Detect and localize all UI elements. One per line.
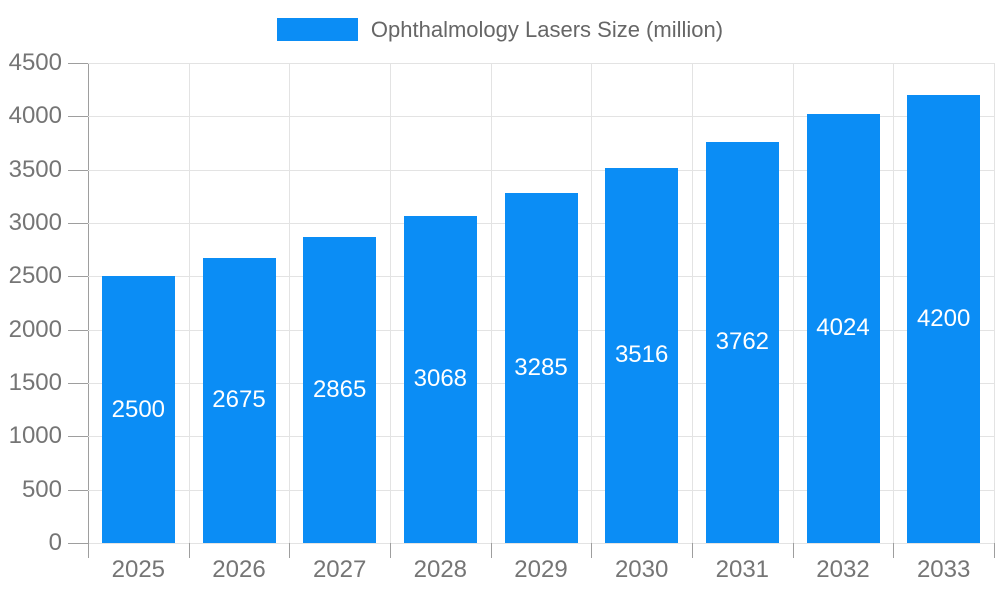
y-tick-mark — [68, 223, 88, 224]
bar-value-label: 3068 — [413, 365, 468, 393]
y-axis-label: 4500 — [8, 49, 62, 76]
y-axis-label: 0 — [48, 529, 62, 556]
bar[interactable]: 2500 — [101, 276, 175, 543]
y-gridline — [88, 543, 994, 544]
y-axis-label: 3500 — [8, 155, 62, 183]
y-tick-mark — [68, 169, 88, 171]
x-gridline — [490, 63, 492, 543]
bar[interactable]: 3068 — [403, 215, 477, 543]
bar-value-label: 2500 — [111, 395, 166, 423]
x-tick-mark — [188, 543, 190, 558]
y-tick-mark — [68, 436, 88, 438]
x-axis-label: 2025 — [111, 556, 166, 583]
bar[interactable]: 2675 — [202, 257, 276, 543]
y-axis-line — [88, 63, 89, 558]
bar-value-label: 3285 — [514, 353, 568, 381]
legend[interactable]: Ophthalmology Lasers Size (million) — [0, 18, 1000, 41]
x-tick-mark — [994, 543, 995, 558]
x-axis-label: 2033 — [916, 556, 971, 583]
x-gridline — [591, 63, 593, 543]
x-tick-mark — [289, 543, 291, 558]
bar[interactable]: 3762 — [705, 141, 779, 543]
bar-value-label: 3516 — [614, 341, 669, 369]
bar[interactable]: 3516 — [605, 167, 679, 543]
x-gridline — [994, 63, 995, 543]
y-axis-label: 1500 — [8, 369, 62, 396]
bar-value-label: 4200 — [916, 305, 971, 332]
y-axis-label: 2000 — [8, 315, 62, 343]
legend-swatch — [276, 18, 358, 41]
bar[interactable]: 4200 — [907, 95, 981, 543]
x-axis-label: 2028 — [413, 556, 468, 583]
bar[interactable]: 3285 — [504, 192, 578, 543]
x-tick-mark — [692, 543, 693, 558]
y-tick-mark — [68, 63, 88, 64]
y-axis-label: 4000 — [8, 102, 62, 130]
x-tick-mark — [591, 543, 593, 558]
y-gridline — [88, 116, 994, 118]
x-axis-label: 2027 — [312, 556, 367, 583]
y-tick-mark — [68, 116, 88, 118]
bar-value-label: 2675 — [212, 386, 266, 414]
y-tick-mark — [68, 543, 88, 544]
y-tick-mark — [68, 276, 88, 278]
x-axis-label: 2031 — [715, 556, 770, 583]
y-gridline — [88, 63, 994, 64]
y-gridline — [88, 169, 994, 171]
y-axis-label: 500 — [21, 475, 62, 503]
y-axis-label: 3000 — [8, 209, 62, 236]
x-axis-label: 2032 — [816, 556, 870, 583]
x-axis-label: 2030 — [614, 556, 669, 583]
x-gridline — [893, 63, 895, 543]
x-tick-mark — [88, 543, 89, 558]
x-axis-label: 2029 — [514, 556, 568, 583]
bar-value-label: 4024 — [816, 314, 870, 342]
x-axis-label: 2026 — [212, 556, 266, 583]
bar-value-label: 3762 — [715, 328, 770, 356]
y-tick-mark — [68, 329, 88, 331]
bar[interactable]: 4024 — [806, 113, 880, 543]
y-axis-label: 1000 — [8, 422, 62, 450]
x-gridline — [792, 63, 794, 543]
x-gridline — [188, 63, 190, 543]
legend-label: Ophthalmology Lasers Size (million) — [370, 17, 724, 42]
x-tick-mark — [893, 543, 895, 558]
bar-value-label: 2865 — [312, 376, 367, 404]
x-gridline — [390, 63, 391, 543]
x-gridline — [289, 63, 291, 543]
x-tick-mark — [792, 543, 794, 558]
x-tick-mark — [490, 543, 492, 558]
x-gridline — [692, 63, 693, 543]
x-tick-mark — [390, 543, 391, 558]
bar[interactable]: 2865 — [303, 237, 377, 543]
y-tick-mark — [68, 489, 88, 491]
y-tick-mark — [68, 383, 88, 384]
y-axis-label: 2500 — [8, 262, 62, 290]
